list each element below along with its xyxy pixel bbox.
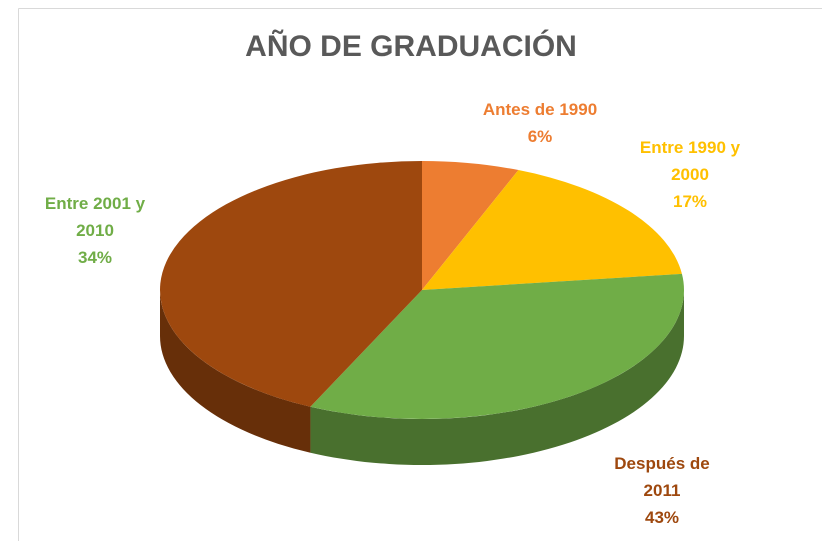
chart-title: AÑO DE GRADUACIÓN: [245, 30, 577, 63]
category-label: Entre 1990 y 2000: [639, 138, 741, 184]
pie-slice: [422, 170, 682, 290]
value-label: 34%: [77, 248, 113, 267]
value-label: 43%: [644, 508, 680, 527]
data-label: Entre 1990 y 2000 17%: [630, 134, 750, 215]
data-label: Después de 2011 43%: [602, 450, 722, 531]
pie-slice: [422, 161, 519, 290]
category-label: Antes de 1990: [482, 100, 598, 119]
data-label: Entre 2001 y 2010 34%: [35, 190, 155, 271]
category-label: Después de 2011: [614, 454, 710, 500]
pie-slice: [160, 161, 423, 407]
category-label: Entre 2001 y 2010: [44, 194, 146, 240]
data-label: Antes de 1990 6%: [480, 96, 600, 150]
value-label: 17%: [672, 192, 708, 211]
pie-side: [160, 290, 311, 453]
pie-slice: [310, 273, 685, 419]
pie-side: [310, 290, 684, 465]
value-label: 6%: [527, 127, 553, 146]
